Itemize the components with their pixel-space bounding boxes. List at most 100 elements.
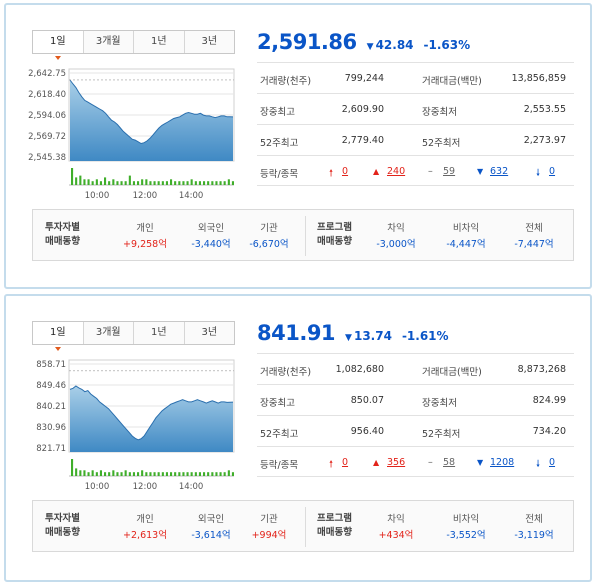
volume-bar	[149, 181, 152, 185]
volume-bar	[91, 470, 94, 476]
tab-3month[interactable]: 3개월	[84, 31, 134, 53]
volume-bar	[71, 459, 74, 476]
advance-decline-row: 등락/종목 🠕 0 ▲ 240 – 59 ▼ 632 🠗 0	[257, 155, 574, 186]
kosdaq-panel: 1일 3개월 1년 3년 858.71 849.46 840.21 830.96 821…	[4, 294, 592, 582]
upper-limit-count[interactable]: 0	[342, 166, 349, 177]
stat-value: 1,082,680	[335, 364, 384, 375]
tab-1day[interactable]: 1일	[33, 31, 84, 60]
advancing-count[interactable]: 240	[387, 166, 406, 177]
y-tick-label: 2,618.40	[28, 90, 66, 100]
volume-bar	[141, 179, 144, 185]
heading-line: 투자자별	[45, 222, 80, 233]
stats-table: 거래량(천주) 799,244 거래대금(백만) 13,856,859 장중최고…	[257, 62, 574, 186]
stats-row: 장중최고 850.07 장중최저 824.99	[257, 384, 574, 415]
x-tick-label: 14:00	[179, 191, 204, 201]
volume-bar	[203, 181, 206, 185]
price-line	[69, 79, 234, 145]
volume-bar	[178, 472, 181, 476]
stat-label: 장중최고	[260, 398, 295, 409]
heading-line: 매매동향	[45, 527, 80, 538]
declining-count[interactable]: 1208	[490, 457, 515, 468]
stat-label: 52주최저	[422, 138, 461, 149]
flow-value: -6,670억	[249, 239, 289, 250]
volume-bar	[194, 181, 197, 185]
volume-bar	[145, 472, 148, 476]
stat-value: 13,856,859	[511, 73, 566, 84]
flow-label: 외국인	[197, 223, 225, 234]
volume-bar	[170, 179, 173, 185]
volume-bar	[165, 472, 168, 476]
stat-value: 2,273.97	[523, 135, 566, 146]
volume-bar	[153, 181, 156, 185]
unchanged-count[interactable]: 59	[443, 166, 456, 177]
change-value: 13.74	[353, 329, 392, 343]
upper-limit-count[interactable]: 0	[342, 457, 349, 468]
tab-1day[interactable]: 1일	[33, 322, 84, 351]
down-triangle-icon: ▼	[345, 333, 352, 343]
program-non-arbitrage: 비차익 -4,447억	[435, 221, 497, 253]
flow-label: 전체	[525, 514, 543, 525]
tab-3year[interactable]: 3년	[201, 36, 218, 47]
declining-count[interactable]: 632	[490, 166, 509, 177]
flow-value: -4,447억	[446, 239, 486, 250]
stats-row: 거래량(천주) 799,244 거래대금(백만) 13,856,859	[257, 62, 574, 93]
arrow-down-icon: 🠗	[536, 168, 541, 179]
stat-value: 824.99	[532, 395, 566, 406]
volume-bar	[104, 472, 107, 476]
index-change: ▼ 42.84	[367, 38, 414, 52]
index-change: ▼ 13.74	[345, 329, 392, 343]
lower-limit-count[interactable]: 0	[549, 166, 556, 177]
triangle-up-icon: ▲	[373, 458, 380, 467]
program-total: 전체 -7,447억	[503, 221, 565, 253]
volume-bar	[75, 177, 78, 185]
volume-bar	[87, 179, 90, 185]
tab-1year[interactable]: 1년	[134, 31, 185, 53]
flat-dash-icon: –	[428, 166, 433, 177]
volume-bar	[223, 181, 226, 185]
stat-value: 956.40	[350, 426, 384, 437]
volume-bar	[79, 470, 82, 476]
volume-bar	[207, 472, 210, 476]
volume-bar	[132, 181, 135, 185]
tab-3month[interactable]: 3개월	[84, 322, 134, 344]
volume-bar	[120, 472, 123, 476]
price-area	[70, 80, 233, 161]
flow-value: -3,614억	[191, 530, 231, 541]
y-tick-label: 2,642.75	[28, 69, 66, 79]
investor-institution: 기관 +994억	[239, 512, 299, 544]
investor-foreign: 외국인 -3,440억	[181, 221, 241, 253]
volume-bar	[227, 179, 230, 185]
lower-limit-count[interactable]: 0	[549, 457, 556, 468]
program-arbitrage: 차익 +434억	[365, 512, 427, 544]
heading-line: 프로그램	[317, 222, 352, 233]
flow-value: +434억	[378, 530, 414, 541]
heading-line: 투자자별	[45, 513, 80, 524]
advancing-count[interactable]: 356	[387, 457, 406, 468]
volume-bar	[137, 472, 140, 476]
volume-bar	[219, 472, 222, 476]
volume-bar	[137, 181, 140, 185]
stat-label: 52주최고	[260, 429, 299, 440]
volume-bar	[190, 179, 193, 185]
volume-bar	[223, 472, 226, 476]
volume-bar	[71, 168, 74, 185]
volume-bar	[182, 472, 185, 476]
stats-row: 52주최고 2,779.40 52주최저 2,273.97	[257, 124, 574, 155]
x-tick-label: 14:00	[179, 482, 204, 492]
volume-bar	[211, 181, 214, 185]
tab-1year[interactable]: 1년	[134, 322, 185, 344]
x-tick-label: 10:00	[85, 191, 110, 201]
flow-label: 개인	[136, 514, 154, 525]
program-flow-heading: 프로그램 매매동향	[317, 512, 352, 540]
intraday-chart: 858.71 849.46 840.21 830.96 821.71 10:00 12:00…	[36, 359, 235, 492]
volume-bar	[99, 470, 102, 476]
x-tick-label: 12:00	[133, 191, 158, 201]
volume-bar	[112, 470, 115, 476]
program-total: 전체 -3,119억	[503, 512, 565, 544]
stat-label: 52주최고	[260, 138, 299, 149]
tab-3year[interactable]: 3년	[201, 327, 218, 338]
stats-table: 거래량(천주) 1,082,680 거래대금(백만) 8,873,268 장중최…	[257, 353, 574, 477]
unchanged-count[interactable]: 58	[443, 457, 456, 468]
volume-bar	[165, 181, 168, 185]
volume-bar	[87, 472, 90, 476]
